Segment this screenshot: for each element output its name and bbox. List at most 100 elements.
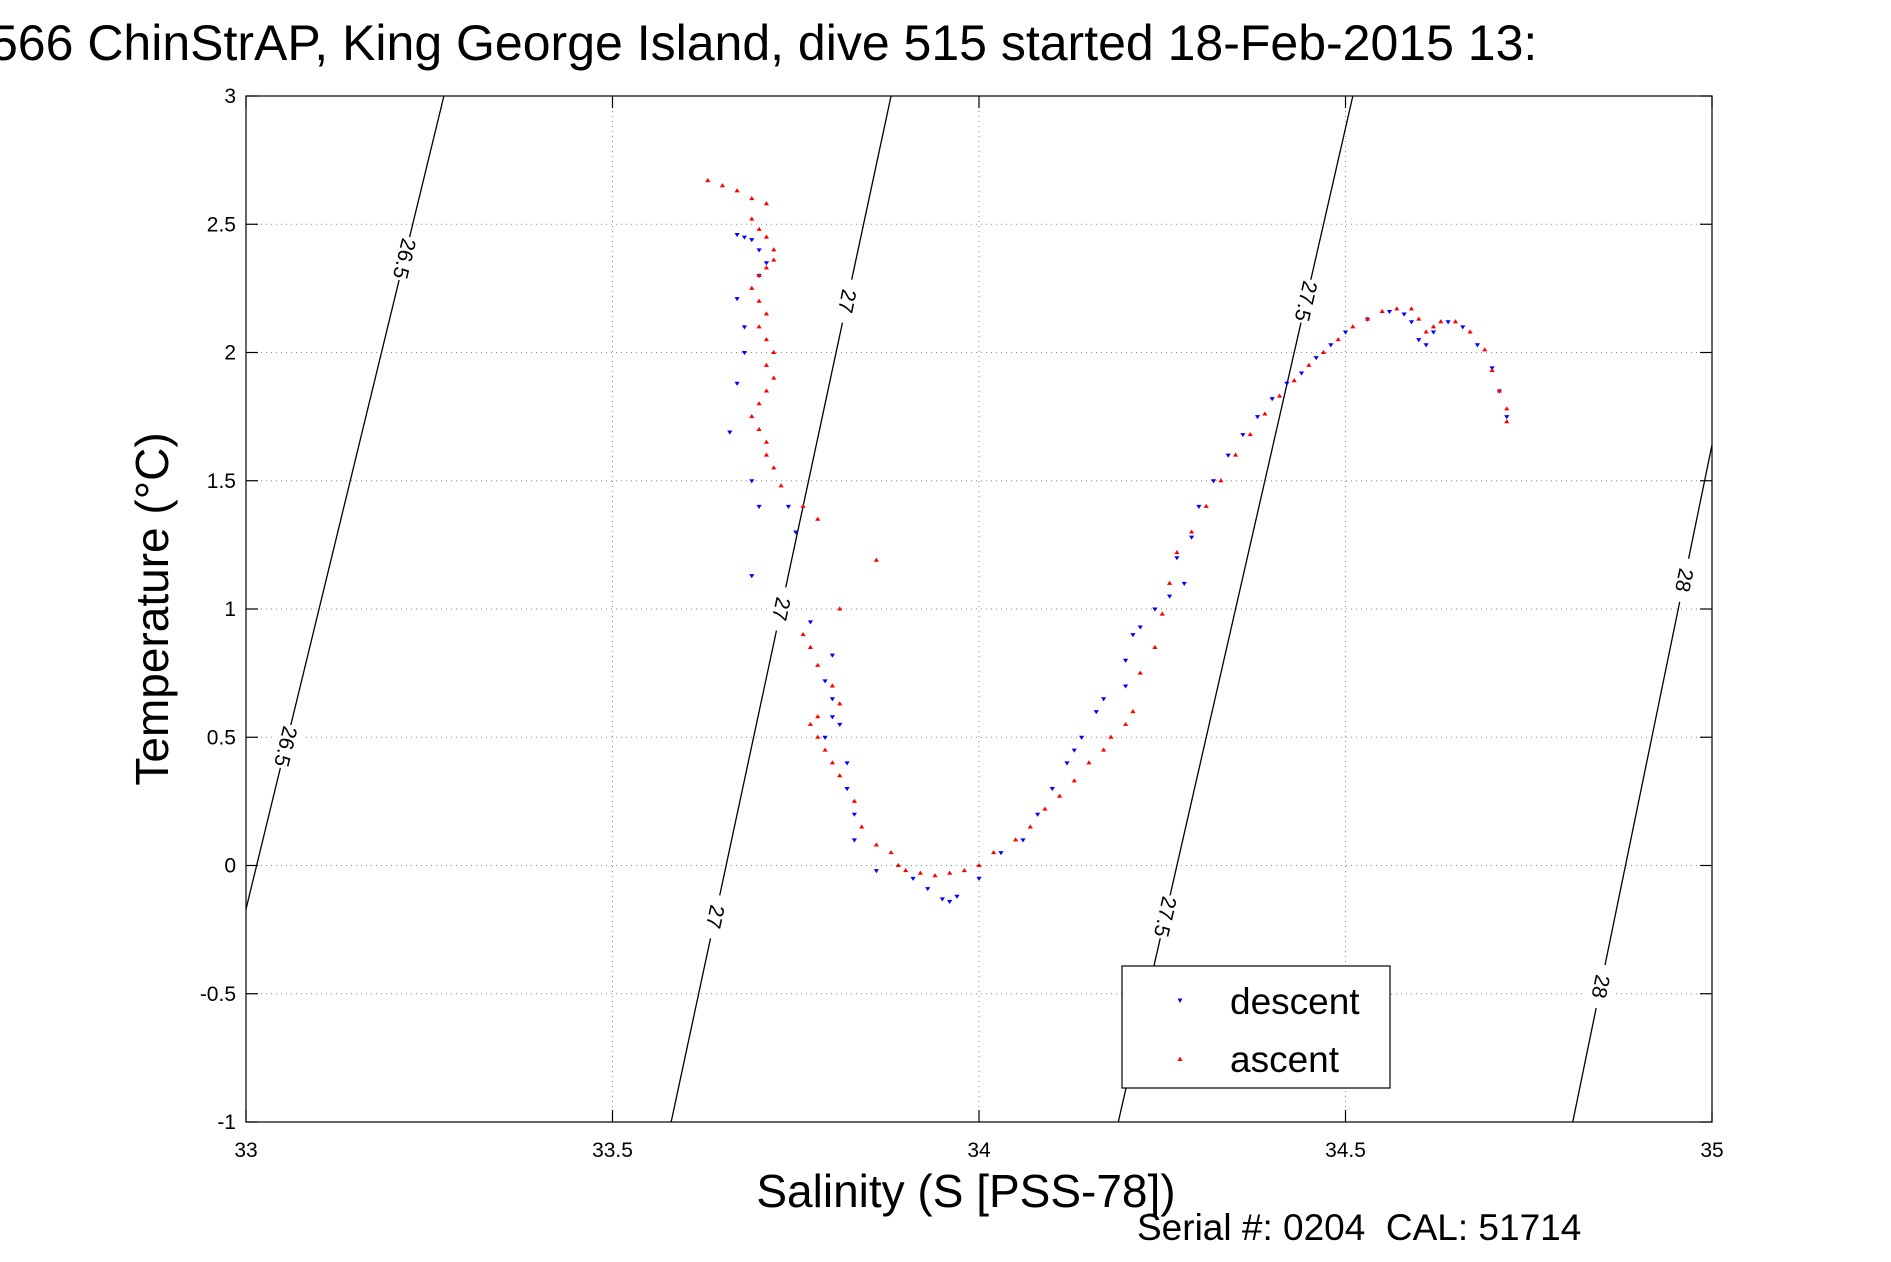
ascent-point: [763, 234, 770, 239]
ascent-point: [888, 850, 894, 855]
descent-point: [785, 504, 792, 509]
ascent-point: [763, 265, 770, 270]
chart-title: 566 ChinStrAP, King George Island, dive …: [0, 15, 1537, 71]
isopycnal-label: 27: [833, 287, 860, 315]
ascent-point: [1086, 760, 1092, 765]
ascent-point: [1262, 411, 1268, 416]
isopycnal-label-bg: [696, 892, 734, 942]
descent-point: [1408, 320, 1415, 325]
ascent-point: [771, 349, 777, 354]
ascent-point: [763, 337, 770, 342]
ascent-point: [705, 178, 711, 183]
y-tick-label: 2: [224, 342, 236, 365]
ascent-point: [837, 701, 843, 706]
descent-point: [741, 351, 748, 356]
descent-point: [910, 876, 916, 881]
ascent-point: [815, 714, 821, 719]
ascent-point: [1408, 306, 1415, 311]
isopycnal-label-bg: [828, 276, 866, 326]
descent-point: [1181, 581, 1187, 586]
legend: descent ascent: [1121, 965, 1391, 1089]
descent-point: [1166, 594, 1173, 599]
descent-point: [1079, 735, 1085, 740]
descent-point: [822, 735, 828, 740]
descent-point: [1196, 504, 1202, 509]
y-tick-label: 1: [224, 598, 236, 621]
ascent-point: [1188, 529, 1195, 534]
ascent-point: [829, 683, 835, 688]
descent-point: [1240, 433, 1246, 438]
ascent-point: [1438, 319, 1444, 324]
descent-point: [1188, 535, 1195, 540]
ascent-point: [763, 311, 770, 316]
x-tick-label: 34: [967, 1139, 991, 1162]
ascent-point: [756, 272, 762, 278]
ascent-point: [1364, 316, 1371, 321]
isopycnal-label-bg: [266, 721, 305, 772]
descent-point: [1174, 556, 1180, 561]
ascent-point: [1203, 503, 1209, 508]
descent-point: [741, 325, 748, 330]
ascent-point: [734, 188, 740, 193]
isopycnal-label: 28: [1670, 566, 1697, 594]
y-tick-label: 0: [224, 855, 236, 878]
isopycnal-line: [1117, 96, 1354, 1122]
ascent-point: [1394, 306, 1400, 311]
descent-point: [925, 887, 931, 892]
descent-point: [1416, 338, 1422, 343]
y-tick-label: 2.5: [207, 213, 236, 236]
descent-point: [749, 238, 755, 243]
ascent-point: [1130, 709, 1136, 714]
isopycnal-line: [246, 96, 445, 910]
descent-point: [1035, 812, 1041, 817]
descent-point: [1504, 415, 1510, 420]
descent-point: [756, 504, 762, 509]
ascent-point: [859, 824, 865, 829]
x-tick-label: 34.5: [1325, 1139, 1366, 1162]
ascent-point: [829, 760, 835, 765]
ascent-point: [756, 426, 762, 431]
ascent-point: [763, 388, 770, 393]
ascent-point: [1335, 337, 1341, 342]
descent-point: [1269, 397, 1275, 402]
descent-point: [844, 761, 850, 766]
ascent-point: [1276, 393, 1283, 398]
plot-area: [246, 96, 1712, 1122]
descent-point: [873, 869, 879, 874]
descent-point: [976, 876, 982, 881]
legend-descent-marker: [1177, 998, 1183, 1003]
y-tick-label: 0.5: [207, 726, 236, 749]
descent-point: [727, 430, 733, 435]
isopycnal-label: 28: [1586, 973, 1613, 1001]
descent-point: [837, 722, 843, 728]
ascent-point: [1174, 549, 1180, 555]
descent-point: [807, 620, 814, 625]
descent-point: [756, 248, 762, 253]
descent-point: [734, 381, 740, 386]
descent-point: [1474, 343, 1481, 348]
isopycnal-label-bg: [762, 584, 800, 634]
descent-point: [1401, 312, 1407, 317]
descent-point: [851, 838, 857, 843]
descent-point: [829, 653, 835, 658]
descent-point: [954, 894, 960, 899]
ascent-point: [749, 285, 755, 290]
descent-point: [1225, 453, 1231, 458]
descent-point: [741, 235, 748, 240]
ascent-point: [1320, 349, 1327, 354]
ascent-point: [873, 557, 879, 562]
ascent-point: [1232, 452, 1239, 457]
descent-point: [1020, 838, 1026, 843]
descent-point: [734, 297, 740, 302]
ascent-point: [800, 503, 806, 508]
ascent-point: [976, 862, 982, 867]
descent-point: [1071, 748, 1077, 753]
isopycnal-label-bg: [1146, 892, 1184, 942]
legend-ascent-label: ascent: [1230, 1039, 1340, 1080]
descent-point: [1284, 381, 1290, 386]
isopycnal-label-bg: [1582, 962, 1619, 1011]
isopycnal-label-bg: [385, 233, 424, 284]
descent-point: [844, 787, 850, 792]
ascent-point: [749, 216, 755, 221]
